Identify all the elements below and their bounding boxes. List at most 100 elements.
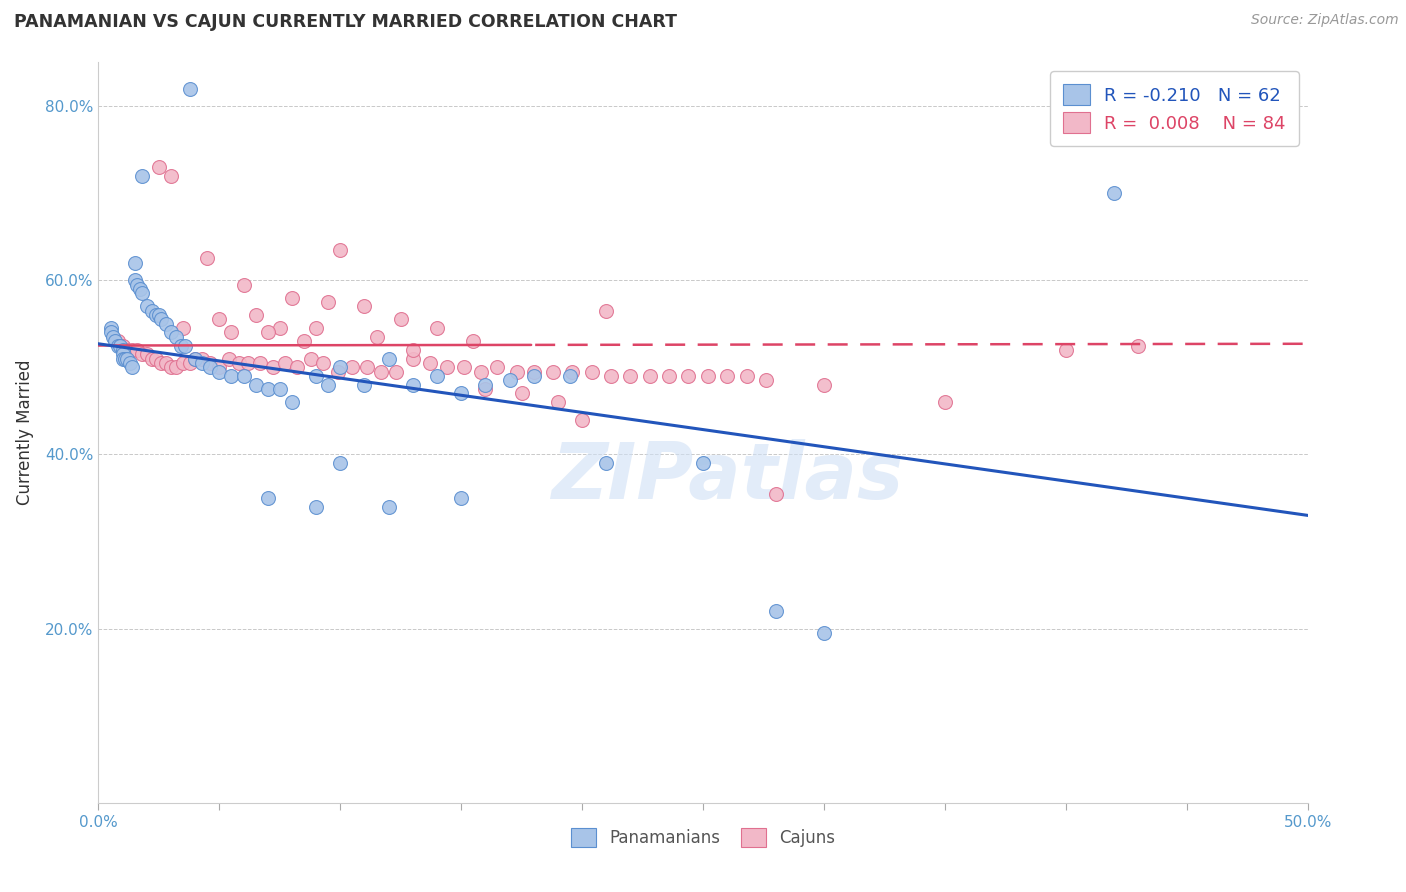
Point	[114, 351, 136, 366]
Point	[402, 351, 425, 366]
Point	[148, 308, 170, 322]
Point	[135, 299, 157, 313]
Point	[172, 321, 194, 335]
Point	[299, 351, 322, 366]
Point	[450, 386, 472, 401]
Point	[256, 382, 278, 396]
Point	[228, 356, 250, 370]
Point	[117, 343, 139, 357]
Point	[269, 382, 291, 396]
Point	[385, 365, 408, 379]
Point	[155, 317, 177, 331]
Point	[141, 351, 163, 366]
Point	[245, 308, 267, 322]
Point	[426, 369, 449, 384]
Point	[474, 377, 496, 392]
Point	[765, 604, 787, 618]
Point	[124, 256, 146, 270]
Point	[470, 365, 492, 379]
Point	[184, 351, 207, 366]
Point	[678, 369, 700, 384]
Point	[195, 252, 218, 266]
Point	[450, 491, 472, 505]
Point	[100, 321, 122, 335]
Point	[377, 351, 399, 366]
Point	[510, 386, 533, 401]
Point	[145, 308, 167, 322]
Point	[128, 282, 150, 296]
Point	[208, 365, 231, 379]
Point	[221, 326, 243, 340]
Point	[312, 356, 335, 370]
Point	[292, 334, 315, 348]
Point	[377, 500, 399, 514]
Point	[221, 369, 243, 384]
Point	[191, 351, 214, 366]
Point	[419, 356, 441, 370]
Point	[148, 160, 170, 174]
Point	[353, 299, 375, 313]
Point	[541, 365, 564, 379]
Point	[131, 347, 153, 361]
Point	[121, 343, 143, 357]
Point	[150, 312, 173, 326]
Point	[329, 360, 352, 375]
Point	[813, 377, 835, 392]
Point	[107, 334, 129, 348]
Point	[486, 360, 509, 375]
Point	[523, 365, 546, 379]
Point	[141, 303, 163, 318]
Point	[174, 338, 197, 352]
Point	[329, 243, 352, 257]
Point	[165, 360, 187, 375]
Point	[108, 338, 131, 352]
Point	[402, 343, 425, 357]
Point	[571, 412, 593, 426]
Point	[696, 369, 718, 384]
Point	[111, 351, 134, 366]
Text: PANAMANIAN VS CAJUN CURRENTLY MARRIED CORRELATION CHART: PANAMANIAN VS CAJUN CURRENTLY MARRIED CO…	[14, 13, 678, 31]
Point	[342, 360, 364, 375]
Point	[179, 81, 201, 95]
Point	[285, 360, 308, 375]
Point	[1054, 343, 1077, 357]
Point	[145, 351, 167, 366]
Point	[121, 360, 143, 375]
Point	[356, 360, 378, 375]
Point	[426, 321, 449, 335]
Point	[389, 312, 412, 326]
Point	[547, 395, 569, 409]
Point	[111, 338, 134, 352]
Text: Source: ZipAtlas.com: Source: ZipAtlas.com	[1251, 13, 1399, 28]
Point	[474, 382, 496, 396]
Point	[755, 373, 778, 387]
Point	[107, 338, 129, 352]
Point	[160, 360, 183, 375]
Point	[245, 377, 267, 392]
Point	[232, 369, 254, 384]
Point	[218, 351, 240, 366]
Point	[498, 373, 520, 387]
Point	[127, 277, 149, 292]
Point	[155, 356, 177, 370]
Point	[558, 369, 581, 384]
Point	[238, 356, 260, 370]
Point	[118, 356, 141, 370]
Point	[638, 369, 661, 384]
Point	[305, 500, 328, 514]
Point	[269, 321, 291, 335]
Point	[506, 365, 529, 379]
Point	[281, 291, 304, 305]
Point	[165, 330, 187, 344]
Point	[117, 351, 139, 366]
Point	[436, 360, 458, 375]
Point	[716, 369, 738, 384]
Point	[316, 377, 339, 392]
Point	[595, 303, 617, 318]
Point	[160, 326, 183, 340]
Point	[326, 365, 349, 379]
Point	[561, 365, 583, 379]
Point	[101, 330, 124, 344]
Point	[813, 626, 835, 640]
Point	[111, 343, 134, 357]
